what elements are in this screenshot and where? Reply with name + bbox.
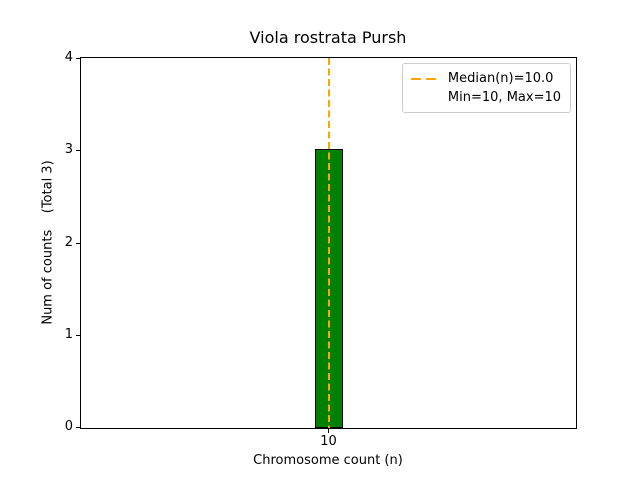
- y-tick-label-0: 0: [64, 419, 73, 434]
- x-tick-label-10: 10: [320, 434, 337, 449]
- legend-entry-minmax: Min=10, Max=10: [411, 88, 561, 107]
- chart-title: Viola rostrata Pursh: [249, 28, 407, 47]
- legend: Median(n)=10.0 Min=10, Max=10: [401, 63, 571, 113]
- legend-entry-median: Median(n)=10.0: [410, 69, 561, 88]
- median-line: [327, 58, 330, 428]
- y-tick-mark-2: [76, 243, 80, 244]
- x-axis-label: Chromosome count (n): [253, 453, 403, 468]
- y-tick-label-3: 3: [64, 142, 73, 157]
- legend-label-median: Median(n)=10.0: [447, 71, 554, 86]
- y-tick-mark-0: [76, 427, 80, 428]
- legend-label-minmax: Min=10, Max=10: [447, 90, 561, 105]
- y-tick-mark-4: [76, 58, 80, 59]
- legend-sample-blank: [411, 97, 439, 99]
- plot-area: Median(n)=10.0 Min=10, Max=10 0 1 2 3 4 …: [65, 50, 577, 449]
- y-tick-label-4: 4: [64, 50, 73, 65]
- x-tick-mark-10: [327, 429, 329, 433]
- y-tick-label-2: 2: [64, 235, 73, 250]
- y-tick-label-1: 1: [64, 327, 73, 342]
- y-axis-label-text: Num of counts (Total 3): [40, 159, 56, 325]
- y-tick-mark-3: [76, 150, 80, 151]
- y-tick-mark-1: [76, 335, 80, 336]
- orange-dashed-line-sample-icon: [410, 77, 439, 80]
